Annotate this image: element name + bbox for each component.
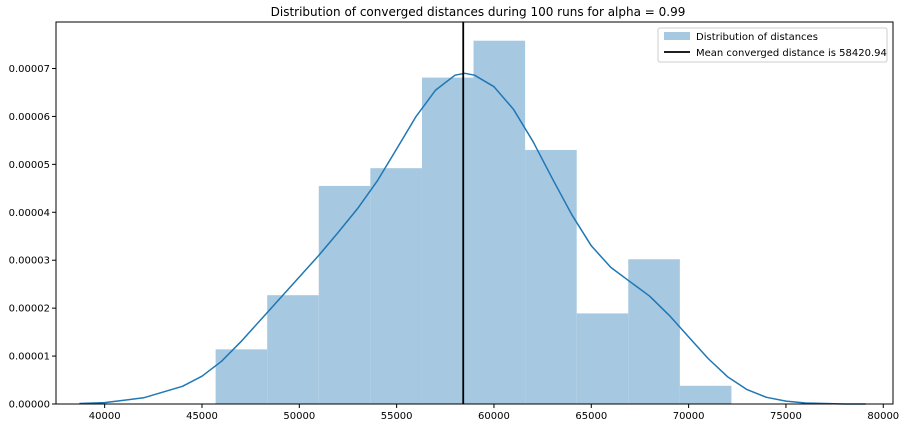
y-axis: 0.00000 0.00001 0.00002 0.00003 0.00004 0.000…	[9, 64, 56, 411]
x-tick-label: 50000	[283, 411, 315, 422]
x-tick-label: 40000	[89, 411, 121, 422]
histogram-bars	[215, 40, 732, 404]
legend-box	[657, 27, 888, 63]
kde-curve-group	[79, 72, 866, 405]
histogram-bar	[421, 77, 474, 404]
x-tick-label: 55000	[381, 411, 413, 422]
y-tick-label: 0.00004	[9, 208, 50, 219]
x-tick-label: 75000	[770, 411, 802, 422]
histogram-bar	[525, 149, 577, 404]
legend-label-mean-line: Mean converged distance is 58420.94	[696, 48, 887, 59]
histogram-bar	[576, 313, 629, 404]
plot-area	[55, 21, 894, 405]
histogram-bar	[679, 385, 732, 404]
x-tick-label: 60000	[478, 411, 510, 422]
y-tick-label: 0.00002	[9, 304, 50, 315]
y-tick-label: 0.00006	[9, 112, 50, 123]
x-tick-label: 45000	[186, 411, 218, 422]
y-tick-label: 0.00007	[9, 64, 50, 75]
histogram-bar	[215, 349, 268, 404]
kde-curve	[79, 72, 866, 405]
y-tick-label: 0.00001	[9, 352, 50, 363]
legend: Distribution of distances Mean converged…	[657, 27, 888, 63]
histogram-bar	[473, 40, 526, 404]
histogram-bar	[318, 185, 371, 404]
chart-title: Distribution of converged distances duri…	[271, 5, 686, 19]
histogram-bar	[267, 295, 319, 404]
x-tick-label: 70000	[673, 411, 705, 422]
x-axis: 40000 45000 50000 55000 60000 65000 70000 75000…	[89, 404, 899, 422]
y-tick-label: 0.00000	[9, 400, 50, 411]
plot-frame	[55, 21, 894, 405]
histogram-bar	[370, 168, 422, 404]
histogram-bar	[628, 259, 680, 404]
x-tick-label: 80000	[867, 411, 899, 422]
y-tick-label: 0.00003	[9, 256, 50, 267]
y-tick-label: 0.00005	[9, 160, 50, 171]
legend-label-histogram: Distribution of distances	[696, 32, 818, 43]
x-tick-label: 65000	[575, 411, 607, 422]
legend-swatch-histogram	[664, 32, 690, 40]
